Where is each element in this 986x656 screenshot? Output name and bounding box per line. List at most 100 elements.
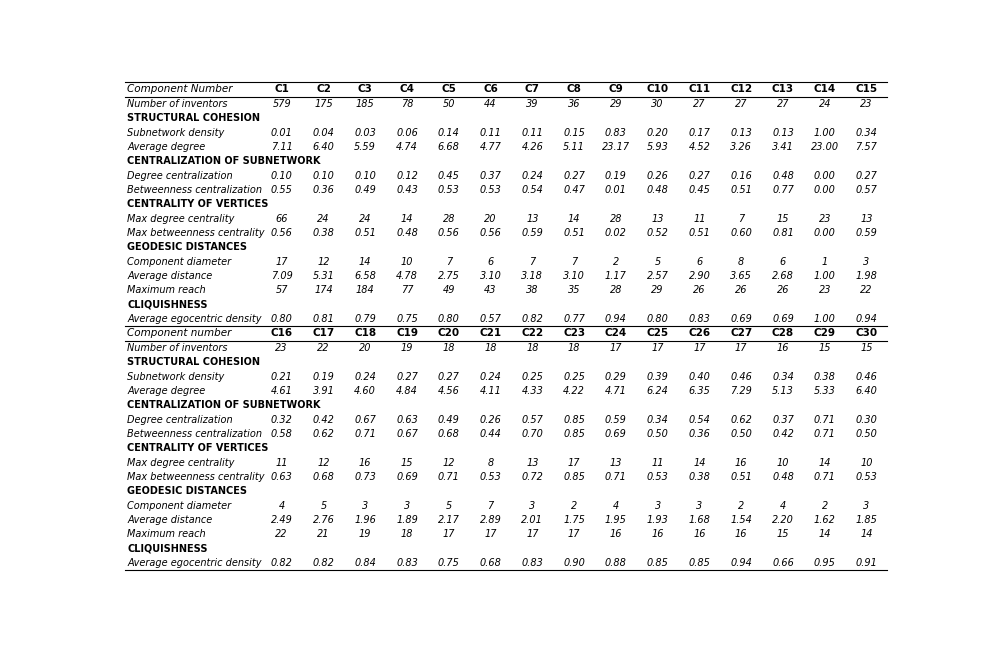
Text: C19: C19 — [396, 329, 418, 338]
Text: 0.10: 0.10 — [313, 171, 334, 180]
Text: 3.18: 3.18 — [522, 271, 543, 281]
Text: C3: C3 — [358, 85, 373, 94]
Text: 18: 18 — [443, 343, 455, 353]
Text: 14: 14 — [400, 214, 413, 224]
Text: CLIQUISHNESS: CLIQUISHNESS — [127, 300, 208, 310]
Text: C1: C1 — [274, 85, 289, 94]
Text: 11: 11 — [652, 458, 664, 468]
Text: 0.53: 0.53 — [479, 185, 502, 195]
Text: C28: C28 — [772, 329, 794, 338]
Text: 50: 50 — [443, 99, 455, 109]
Text: Degree centralization: Degree centralization — [127, 171, 233, 180]
Text: 36: 36 — [568, 99, 581, 109]
Text: 0.71: 0.71 — [605, 472, 627, 482]
Text: C30: C30 — [856, 329, 878, 338]
Text: 13: 13 — [609, 458, 622, 468]
Text: 1.95: 1.95 — [605, 515, 627, 525]
Text: C2: C2 — [317, 85, 331, 94]
Text: 0.72: 0.72 — [522, 472, 543, 482]
Text: 0.17: 0.17 — [688, 128, 710, 138]
Text: 20: 20 — [359, 343, 372, 353]
Text: 2.01: 2.01 — [522, 515, 543, 525]
Text: 1.75: 1.75 — [563, 515, 585, 525]
Text: 0.45: 0.45 — [438, 171, 459, 180]
Text: 0.27: 0.27 — [856, 171, 878, 180]
Text: 0.06: 0.06 — [396, 128, 418, 138]
Text: 11: 11 — [693, 214, 706, 224]
Text: Average distance: Average distance — [127, 515, 212, 525]
Text: 0.71: 0.71 — [813, 415, 836, 424]
Text: 7.09: 7.09 — [271, 271, 293, 281]
Text: 0.85: 0.85 — [563, 429, 585, 439]
Text: Betweenness centralization: Betweenness centralization — [127, 185, 262, 195]
Text: 14: 14 — [818, 458, 831, 468]
Text: C23: C23 — [563, 329, 585, 338]
Text: 3: 3 — [529, 501, 535, 510]
Text: 0.80: 0.80 — [271, 314, 293, 324]
Text: 0.26: 0.26 — [479, 415, 502, 424]
Text: 0.00: 0.00 — [813, 171, 836, 180]
Text: CENTRALITY OF VERTICES: CENTRALITY OF VERTICES — [127, 443, 268, 453]
Text: 23: 23 — [275, 343, 288, 353]
Text: 0.82: 0.82 — [522, 314, 543, 324]
Text: 6.68: 6.68 — [438, 142, 459, 152]
Text: C7: C7 — [525, 85, 539, 94]
Text: 6.40: 6.40 — [856, 386, 878, 396]
Text: 0.90: 0.90 — [563, 558, 585, 568]
Text: Maximum reach: Maximum reach — [127, 529, 206, 539]
Text: 4.56: 4.56 — [438, 386, 459, 396]
Text: 28: 28 — [609, 214, 622, 224]
Text: Average degree: Average degree — [127, 142, 205, 152]
Text: 0.83: 0.83 — [605, 128, 627, 138]
Text: 0.70: 0.70 — [522, 429, 543, 439]
Text: Max degree centrality: Max degree centrality — [127, 458, 235, 468]
Text: 0.50: 0.50 — [856, 429, 878, 439]
Text: 0.75: 0.75 — [438, 558, 459, 568]
Text: 0.27: 0.27 — [563, 171, 585, 180]
Text: 579: 579 — [272, 99, 291, 109]
Text: 1.00: 1.00 — [813, 128, 836, 138]
Text: 0.43: 0.43 — [396, 185, 418, 195]
Text: 2.57: 2.57 — [647, 271, 669, 281]
Text: 10: 10 — [860, 458, 873, 468]
Text: Component diameter: Component diameter — [127, 501, 231, 510]
Text: 0.71: 0.71 — [354, 429, 377, 439]
Text: 0.39: 0.39 — [647, 371, 669, 382]
Text: 0.82: 0.82 — [313, 558, 334, 568]
Text: 4.22: 4.22 — [563, 386, 585, 396]
Text: 14: 14 — [818, 529, 831, 539]
Text: 12: 12 — [317, 256, 329, 267]
Text: 24: 24 — [359, 214, 372, 224]
Text: C5: C5 — [442, 85, 457, 94]
Text: 0.91: 0.91 — [856, 558, 878, 568]
Text: 26: 26 — [693, 285, 706, 295]
Text: 30: 30 — [652, 99, 664, 109]
Text: 6: 6 — [780, 256, 786, 267]
Text: 0.51: 0.51 — [354, 228, 377, 238]
Text: 0.46: 0.46 — [731, 371, 752, 382]
Text: 16: 16 — [693, 529, 706, 539]
Text: 2: 2 — [571, 501, 577, 510]
Text: 5.13: 5.13 — [772, 386, 794, 396]
Text: 28: 28 — [443, 214, 455, 224]
Text: 0.27: 0.27 — [688, 171, 710, 180]
Text: 0.37: 0.37 — [479, 171, 502, 180]
Text: 3: 3 — [696, 501, 703, 510]
Text: 7.11: 7.11 — [271, 142, 293, 152]
Text: 15: 15 — [777, 529, 789, 539]
Text: 0.24: 0.24 — [522, 171, 543, 180]
Text: 0.79: 0.79 — [354, 314, 377, 324]
Text: 1.89: 1.89 — [396, 515, 418, 525]
Text: 0.59: 0.59 — [856, 228, 878, 238]
Text: C24: C24 — [604, 329, 627, 338]
Text: 15: 15 — [400, 458, 413, 468]
Text: 17: 17 — [484, 529, 497, 539]
Text: 0.36: 0.36 — [688, 429, 710, 439]
Text: CENTRALITY OF VERTICES: CENTRALITY OF VERTICES — [127, 199, 268, 209]
Text: 0.44: 0.44 — [479, 429, 502, 439]
Text: C13: C13 — [772, 85, 794, 94]
Text: 4.78: 4.78 — [396, 271, 418, 281]
Text: 14: 14 — [568, 214, 581, 224]
Text: 0.49: 0.49 — [438, 415, 459, 424]
Text: C12: C12 — [730, 85, 752, 94]
